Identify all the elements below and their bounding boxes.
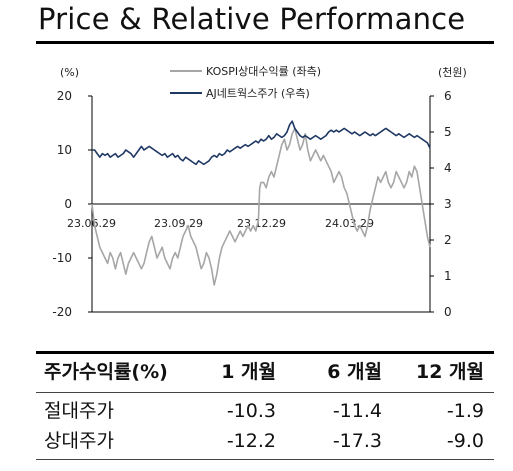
right-tick-label: 4 [444,161,452,175]
page-title: Price & Relative Performance [38,2,466,36]
table-cell: -12.2 [226,430,276,452]
left-tick-label: 10 [57,143,72,157]
table-header-label: 주가수익률(%) [44,361,168,383]
table-row-label: 상대주가 [44,430,114,452]
table-top-rule [36,351,494,354]
right-tick-label: 2 [444,233,452,247]
table-header-1m: 1 개월 [221,361,276,383]
left-tick-label: 20 [57,89,72,103]
table-header-rule [36,392,494,393]
right-tick-label: 1 [444,269,452,283]
right-tick-label: 0 [444,305,452,319]
left-tick-label: 0 [64,197,72,211]
table-cell: -10.3 [226,400,276,422]
table-cell: -11.4 [332,400,382,422]
x-tick-label: 23.12.29 [237,217,286,230]
left-axis-unit: (%) [60,66,79,79]
right-axis-unit: (천원) [438,65,467,79]
legend-label-relative: KOSPI상대수익률 (좌측) [206,65,321,78]
table-bottom-rule [36,459,494,460]
right-tick-label: 5 [444,125,452,139]
x-tick-label: 23.06.29 [67,217,116,230]
left-tick-label: -10 [52,251,72,265]
stock-price-series-line [92,120,431,166]
x-tick-label: 23.09.29 [154,217,203,230]
right-tick-label: 6 [444,89,452,103]
left-tick-label: -20 [52,305,72,319]
relative-return-series-line [91,127,431,286]
table-cell: -17.3 [332,430,382,452]
table-cell: -9.0 [446,430,484,452]
legend-label-price: AJ네트웍스주가 (우측) [206,87,310,100]
table-row-label: 절대주가 [44,400,114,422]
title-divider [36,41,494,44]
right-tick-label: 3 [444,197,452,211]
table-header-12m: 12 개월 [415,361,484,383]
x-tick-label: 24.03.29 [325,217,374,230]
table-header-6m: 6 개월 [327,361,382,383]
table-cell: -1.9 [446,400,484,422]
